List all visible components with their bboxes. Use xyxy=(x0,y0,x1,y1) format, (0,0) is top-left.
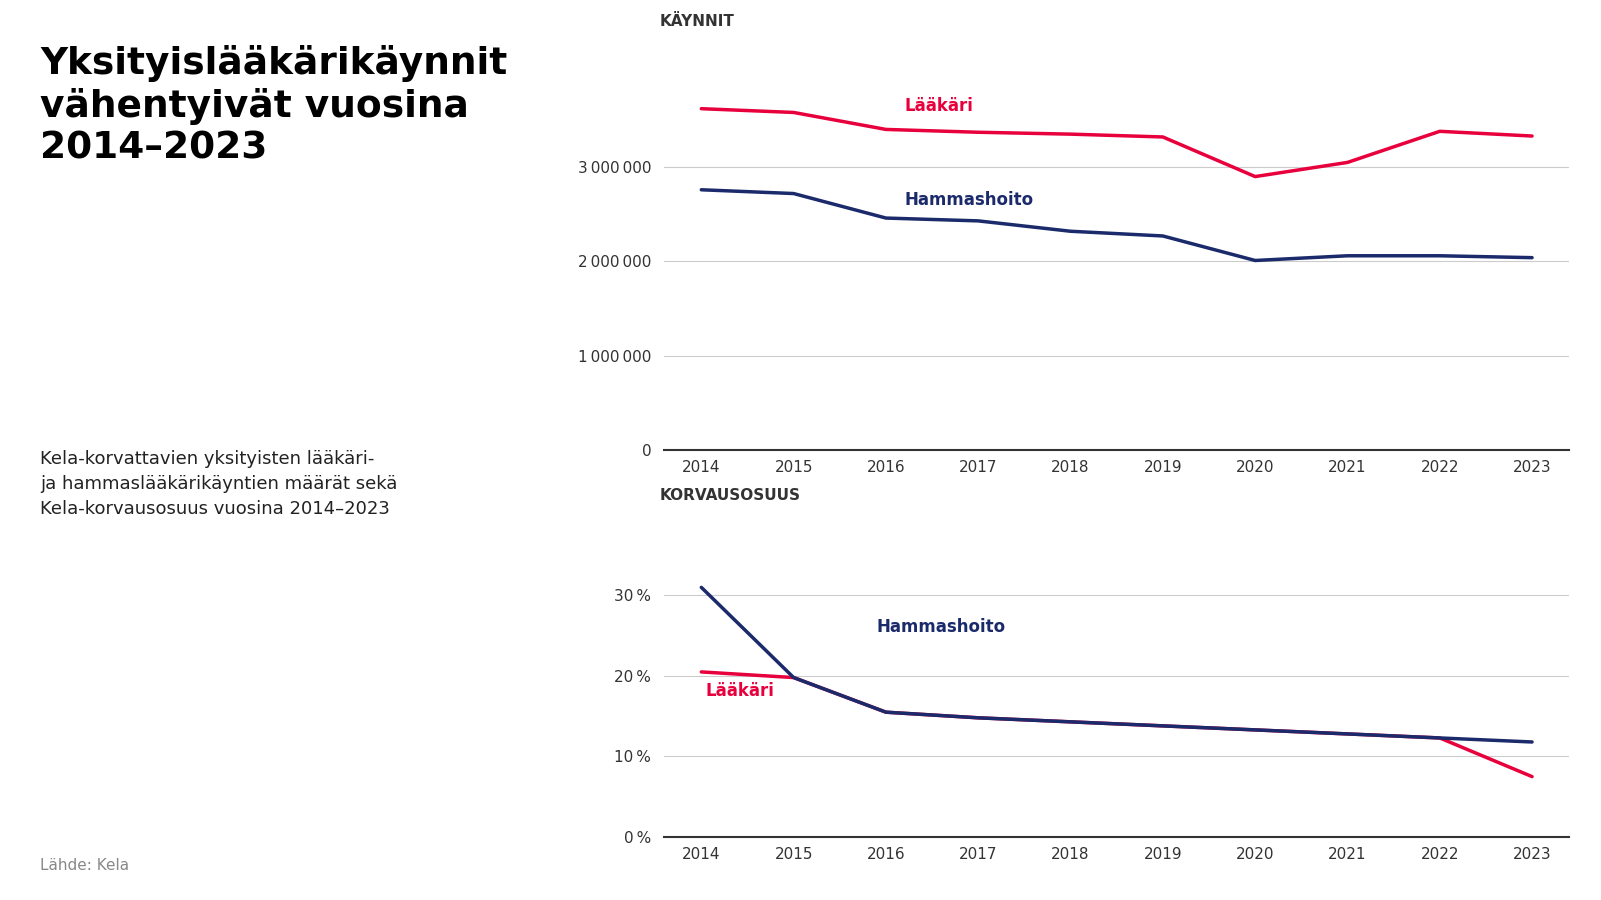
Text: Kela-korvattavien yksityisten lääkäri-
ja hammaslääkärikäyntien määrät sekä
Kela: Kela-korvattavien yksityisten lääkäri- j… xyxy=(40,450,397,518)
Text: Hammashoito: Hammashoito xyxy=(905,191,1034,209)
Text: Lähde: Kela: Lähde: Kela xyxy=(40,858,130,873)
Text: KORVAUSOSUUS: KORVAUSOSUUS xyxy=(660,488,800,503)
Text: Hammashoito: Hammashoito xyxy=(877,617,1005,635)
Text: Yksityislääkärikäynnit
vähentyivät vuosina
2014–2023: Yksityislääkärikäynnit vähentyivät vuosi… xyxy=(40,45,508,166)
Text: Lääkäri: Lääkäri xyxy=(905,96,973,114)
Text: KÄYNNIT: KÄYNNIT xyxy=(660,14,735,30)
Text: Lääkäri: Lääkäri xyxy=(706,682,775,700)
